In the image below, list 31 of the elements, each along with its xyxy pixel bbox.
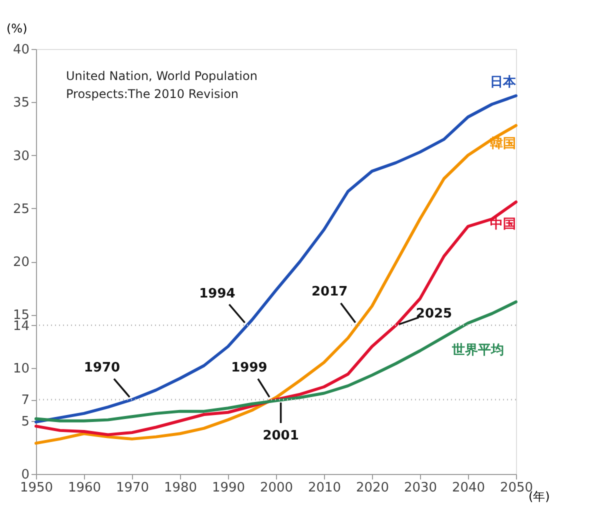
annotation: 2001 [262, 428, 299, 444]
y-tick-label: 35 [12, 96, 30, 111]
x-tick-label: 2020 [356, 480, 390, 496]
y-tick-label: 7 [21, 393, 30, 408]
x-tick-label: 1970 [116, 480, 150, 496]
annotation: 2025 [416, 306, 452, 322]
x-tick-label: 1950 [20, 480, 54, 496]
y-tick-label: 25 [12, 202, 30, 217]
y-tick-label: 20 [12, 255, 30, 270]
x-tick-label: 2010 [308, 480, 342, 496]
y-tick-label: 10 [12, 361, 30, 376]
series-label: 世界平均 [451, 342, 504, 358]
x-tick-label: 1960 [68, 480, 102, 496]
series-label: 日本 [490, 74, 517, 90]
annotation: 1994 [199, 286, 236, 302]
line-series [34, 300, 518, 422]
x-tick-label: 1990 [212, 480, 246, 496]
y-axis-title: (%) [6, 22, 28, 36]
x-tick-label: 1980 [164, 480, 198, 496]
y-tick-label: 5 [21, 414, 30, 430]
y-tick-label: 40 [12, 42, 30, 58]
x-tick-label: 2040 [452, 480, 486, 496]
y-tick-label: 0 [21, 468, 30, 482]
annotation: United Nation, World Population Prospects:The 2010 Revision [66, 69, 258, 101]
annotation: 2017 [312, 284, 348, 300]
y-tick-label: 30 [12, 148, 30, 164]
x-tick-label: 2000 [260, 480, 294, 496]
annotation: 1970 [84, 360, 120, 376]
annotation: 1999 [231, 360, 268, 376]
x-tick-label: 2030 [404, 480, 438, 496]
series-label: 中国 [490, 217, 516, 232]
